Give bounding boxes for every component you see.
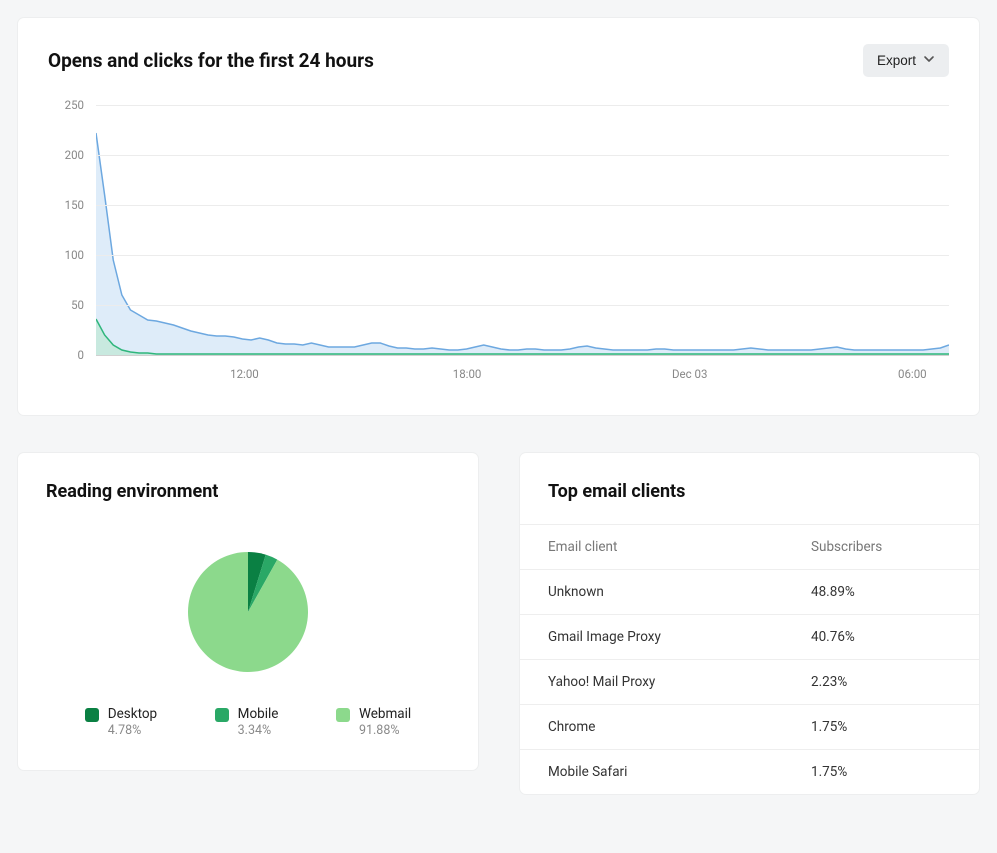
top-email-clients-card: Top email clients Email client Subscribe… (520, 453, 979, 794)
legend-item-desktop: Desktop4.78% (85, 706, 157, 738)
legend-value: 3.34% (238, 723, 279, 738)
legend-item-webmail: Webmail91.88% (336, 706, 411, 738)
x-axis-label: 18:00 (453, 367, 482, 381)
legend-value: 91.88% (359, 723, 411, 738)
legend-swatch (85, 708, 99, 722)
x-axis-label: 06:00 (898, 367, 927, 381)
y-axis-label: 0 (78, 348, 84, 362)
client-subscribers: 1.75% (811, 764, 951, 780)
legend-value: 4.78% (108, 723, 157, 738)
chevron-down-icon (923, 53, 935, 68)
legend-swatch (215, 708, 229, 722)
opens-clicks-card: Opens and clicks for the first 24 hours … (18, 18, 979, 415)
table-row: Chrome1.75% (520, 704, 979, 749)
export-button-label: Export (877, 53, 916, 68)
pie-chart-svg (182, 546, 314, 678)
export-button[interactable]: Export (863, 44, 949, 77)
table-row: Gmail Image Proxy40.76% (520, 614, 979, 659)
client-name: Unknown (548, 584, 811, 600)
y-axis-label: 150 (65, 198, 84, 212)
client-name: Yahoo! Mail Proxy (548, 674, 811, 690)
client-name: Chrome (548, 719, 811, 735)
legend-item-mobile: Mobile3.34% (215, 706, 279, 738)
reading-environment-card: Reading environment Desktop4.78% Mobile3.… (18, 453, 478, 770)
legend-swatch (336, 708, 350, 722)
x-axis-label: 12:00 (230, 367, 259, 381)
x-axis-label: Dec 03 (672, 367, 707, 381)
y-axis-label: 50 (71, 298, 84, 312)
table-row: Unknown48.89% (520, 569, 979, 614)
y-axis-label: 200 (65, 148, 84, 162)
clients-col-subscribers: Subscribers (811, 539, 951, 555)
client-name: Mobile Safari (548, 764, 811, 780)
clients-col-client: Email client (548, 539, 811, 555)
reading-environment-legend: Desktop4.78% Mobile3.34% Webmail91.88% (46, 706, 450, 738)
opens-clicks-header: Opens and clicks for the first 24 hours … (48, 44, 949, 77)
client-name: Gmail Image Proxy (548, 629, 811, 645)
top-email-clients-title: Top email clients (548, 481, 951, 502)
client-subscribers: 40.76% (811, 629, 951, 645)
pie-slice-webmail (188, 552, 308, 672)
legend-label: Desktop (108, 706, 157, 722)
legend-label: Mobile (238, 706, 279, 722)
legend-label: Webmail (359, 706, 411, 722)
y-axis-label: 250 (65, 98, 84, 112)
client-subscribers: 2.23% (811, 674, 951, 690)
area-chart-svg (96, 105, 949, 355)
opens-clicks-title: Opens and clicks for the first 24 hours (48, 49, 374, 72)
lower-row: Reading environment Desktop4.78% Mobile3.… (18, 453, 979, 794)
client-subscribers: 48.89% (811, 584, 951, 600)
table-row: Mobile Safari1.75% (520, 749, 979, 794)
table-row: Yahoo! Mail Proxy2.23% (520, 659, 979, 704)
y-axis-label: 100 (65, 248, 84, 262)
reading-environment-pie (46, 546, 450, 678)
reading-environment-title: Reading environment (46, 481, 450, 502)
opens-clicks-chart: 050100150200250 12:0018:00Dec 0306:00 (48, 105, 949, 385)
clients-table-header: Email client Subscribers (520, 524, 979, 569)
client-subscribers: 1.75% (811, 719, 951, 735)
